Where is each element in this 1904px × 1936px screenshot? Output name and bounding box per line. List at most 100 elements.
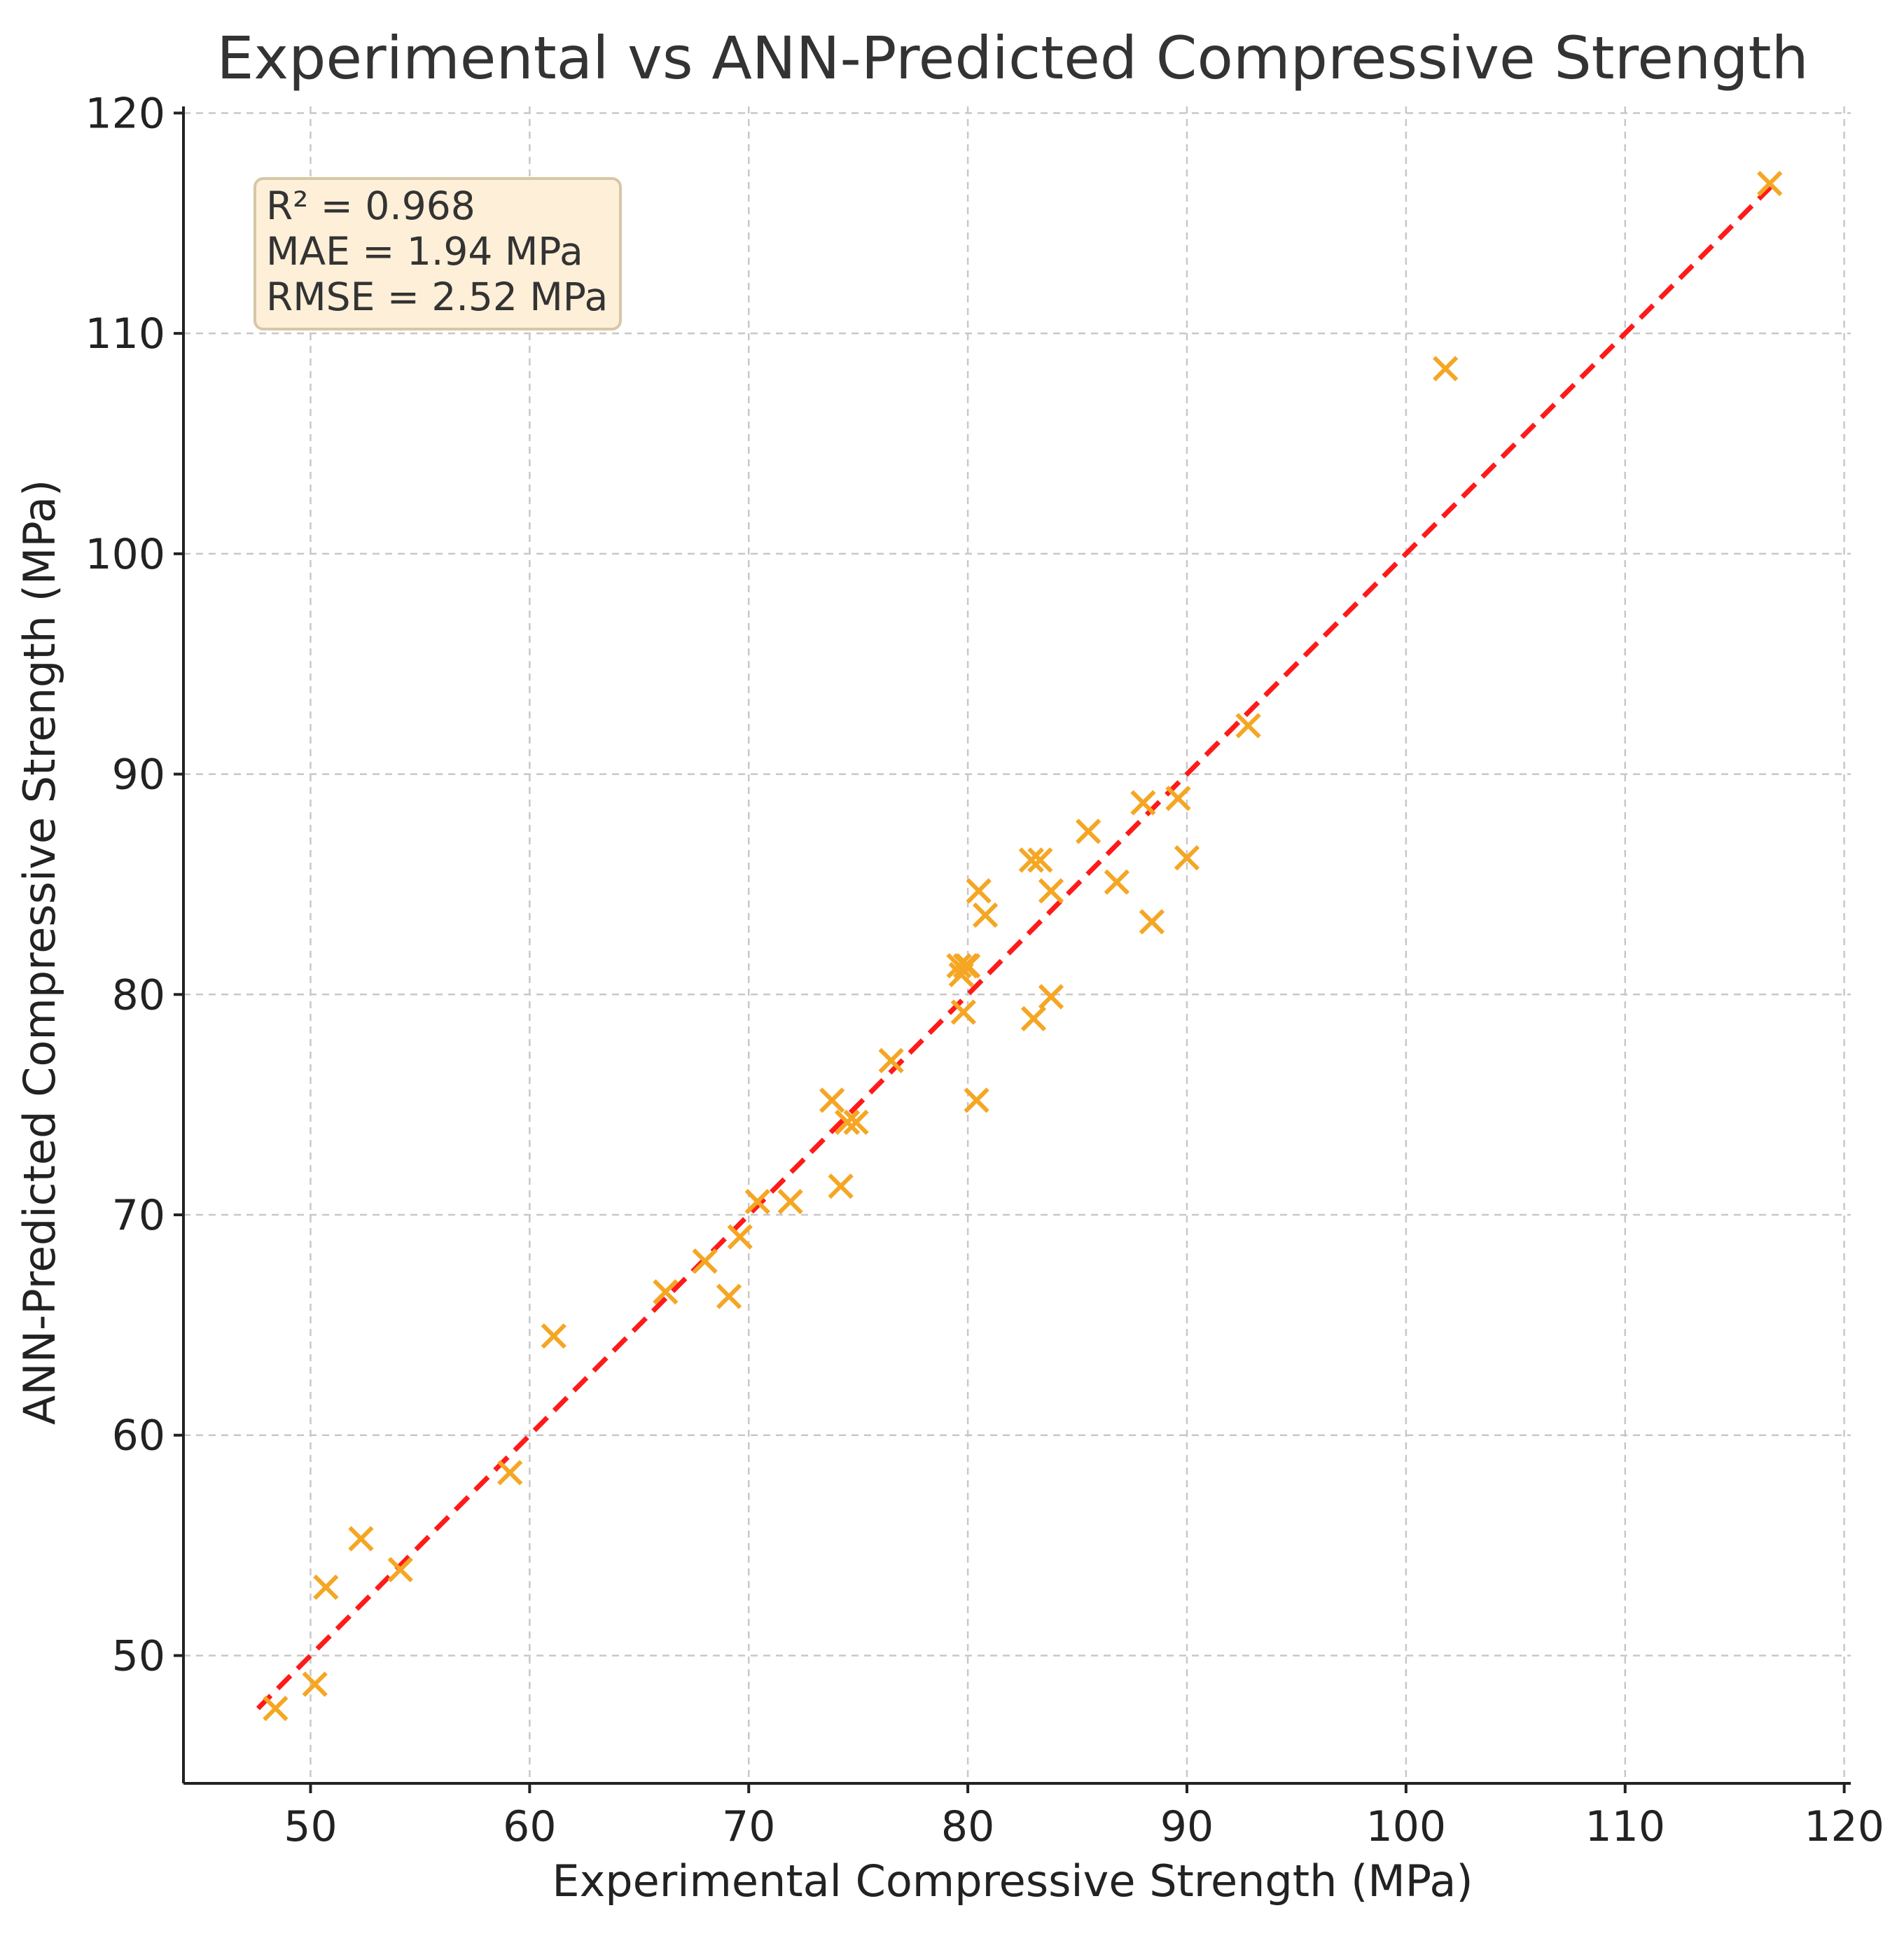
data-point-stroke <box>966 878 992 904</box>
data-point <box>819 1087 845 1113</box>
data-point-stroke <box>302 1671 328 1697</box>
data-point <box>1020 1005 1047 1032</box>
data-point <box>1235 713 1261 739</box>
data-point-stroke <box>1174 845 1200 871</box>
data-point <box>653 1279 679 1305</box>
data-point <box>954 953 981 979</box>
data-point <box>302 1671 328 1697</box>
data-point-stroke <box>777 1189 803 1215</box>
data-point-stroke <box>1235 713 1261 739</box>
data-point <box>1038 878 1064 904</box>
data-point-stroke <box>1130 790 1156 816</box>
data-points <box>263 171 1783 1722</box>
data-point <box>878 1047 904 1073</box>
data-point-stroke <box>1165 786 1191 812</box>
data-point <box>1174 845 1200 871</box>
data-point <box>727 1224 753 1250</box>
data-point <box>946 953 972 979</box>
data-point <box>541 1323 567 1349</box>
data-point <box>777 1189 803 1215</box>
data-point-stroke <box>1433 356 1459 382</box>
data-point <box>1757 171 1783 197</box>
data-point <box>828 1173 854 1199</box>
data-point-stroke <box>387 1557 413 1582</box>
data-point-stroke <box>819 1087 845 1113</box>
axes: 50 60 70 80 90 100 110 120 50 60 70 80 90 100 110 120 <box>85 89 1884 1851</box>
data-point <box>744 1189 770 1215</box>
data-point-stroke <box>973 902 999 928</box>
x-tick-label: 110 <box>1585 1802 1665 1851</box>
data-point-stroke <box>950 999 976 1025</box>
data-point <box>1104 869 1130 895</box>
stats-annotation: R² = 0.968 MAE = 1.94 MPa RMSE = 2.52 MP… <box>253 177 622 330</box>
data-point-stroke <box>1104 869 1130 895</box>
data-point <box>263 1695 289 1722</box>
data-point <box>834 1109 861 1135</box>
data-point-stroke <box>1027 847 1053 873</box>
x-tick-label: 100 <box>1366 1802 1447 1851</box>
data-point-stroke <box>716 1283 742 1309</box>
data-point-stroke <box>313 1574 339 1601</box>
data-point <box>973 902 999 928</box>
data-point <box>964 1087 989 1113</box>
data-point-stroke <box>1020 1005 1047 1032</box>
data-point-stroke <box>1076 819 1102 844</box>
data-point <box>692 1248 718 1274</box>
data-point-stroke <box>1018 847 1044 873</box>
data-point <box>1038 984 1064 1010</box>
data-point <box>1018 847 1044 873</box>
y-tick-label: 60 <box>112 1412 165 1461</box>
reference-line-group <box>256 181 1776 1711</box>
data-point <box>1433 356 1459 382</box>
x-axis-label: Experimental Compressive Strength (MPa) <box>552 1855 1473 1907</box>
data-point-stroke <box>653 1279 679 1305</box>
x-tick-label: 60 <box>503 1802 556 1851</box>
y-axis-label: ANN-Predicted Compressive Strength (MPa) <box>14 480 65 1425</box>
data-point <box>497 1460 523 1486</box>
data-point-stroke <box>541 1323 567 1349</box>
data-point-stroke <box>954 953 981 979</box>
data-point <box>843 1109 869 1135</box>
data-point <box>313 1574 339 1601</box>
data-point <box>387 1557 413 1582</box>
data-point <box>1027 847 1053 873</box>
chart-title: Experimental vs ANN-Predicted Compressiv… <box>216 24 1808 92</box>
data-point <box>1139 909 1165 935</box>
stat-r2: R² = 0.968 <box>266 183 475 228</box>
grid-lines <box>183 106 1851 1783</box>
data-point-stroke <box>878 1047 904 1073</box>
y-tick-label: 100 <box>85 530 165 579</box>
data-point-stroke <box>1038 878 1064 904</box>
data-point-stroke <box>1038 984 1064 1010</box>
data-point-stroke <box>843 1109 869 1135</box>
data-point-stroke <box>692 1248 718 1274</box>
data-point <box>966 878 992 904</box>
x-tick-label: 70 <box>722 1802 775 1851</box>
y-tick-label: 110 <box>85 309 165 358</box>
data-point <box>716 1283 742 1309</box>
data-point-stroke <box>744 1189 770 1215</box>
x-tick-label: 50 <box>284 1802 337 1851</box>
data-point-stroke <box>1139 909 1165 935</box>
data-point-stroke <box>964 1087 989 1113</box>
data-point-stroke <box>348 1526 374 1552</box>
data-point-stroke <box>727 1224 753 1250</box>
y-tick-label: 50 <box>112 1631 165 1680</box>
x-tick-label: 80 <box>941 1802 994 1851</box>
y-tick-label: 90 <box>112 751 165 800</box>
y-tick-label: 120 <box>85 89 165 138</box>
data-point-stroke <box>828 1173 854 1199</box>
y-tick-label: 80 <box>112 970 165 1019</box>
reference-line <box>256 181 1776 1711</box>
data-point-stroke <box>497 1460 523 1486</box>
data-point <box>1165 786 1191 812</box>
data-point-stroke <box>263 1695 289 1722</box>
stat-rmse: RMSE = 2.52 MPa <box>266 274 608 319</box>
data-point-stroke <box>834 1109 861 1135</box>
stat-mae: MAE = 1.94 MPa <box>266 229 583 274</box>
data-point <box>348 1526 374 1552</box>
x-tick-label: 120 <box>1804 1802 1884 1851</box>
x-tick-label: 90 <box>1160 1802 1214 1851</box>
data-point <box>1076 819 1102 844</box>
